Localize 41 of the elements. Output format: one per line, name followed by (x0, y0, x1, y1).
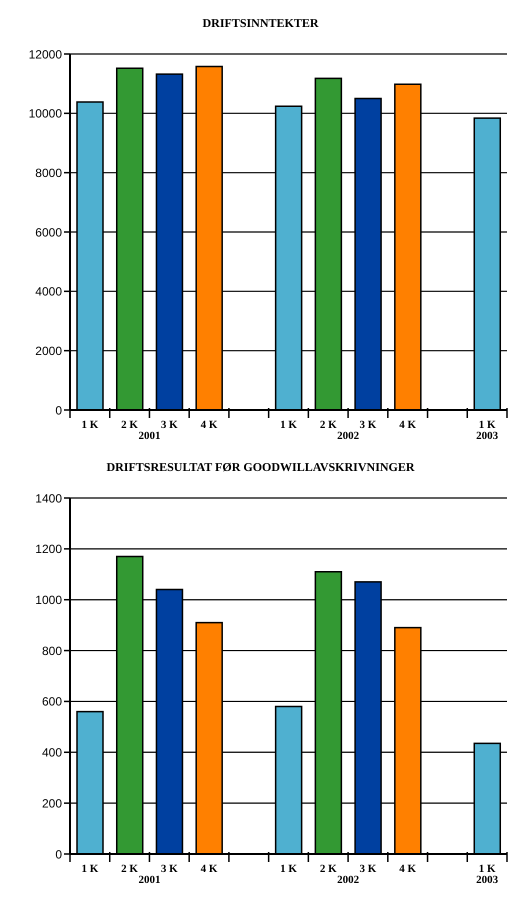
x-tick-label: 4 K (200, 419, 218, 431)
y-tick-label: 1400 (35, 491, 62, 506)
x-tick-label: 3 K (360, 419, 377, 431)
y-tick-label: 10000 (28, 106, 62, 121)
x-tick-label: 4 K (200, 863, 218, 875)
y-tick-label: 2000 (35, 344, 62, 358)
text: 2002 (336, 874, 360, 886)
chart-title: DRIFTSINNTEKTER (201, 15, 320, 32)
x-tick-label: 3 K (160, 863, 178, 875)
y-tick-label: 0 (55, 403, 62, 418)
y-tick-label: 600 (42, 694, 62, 709)
y-tick-label: 4000 (35, 284, 62, 299)
chart-title: DRIFTSRESULTAT FØR GOODWILLAVSKRIVNINGER (105, 459, 416, 476)
x-tick-label: 2 K (320, 419, 338, 431)
y-tick-label: 12000 (28, 47, 62, 62)
x-tick-label: 1 K (81, 863, 99, 875)
x-tick-label: 3 K (160, 419, 178, 431)
y-tick-label: 8000 (35, 166, 62, 180)
y-tick-label: 800 (42, 644, 62, 658)
x-tick-label: 1 K (280, 863, 298, 875)
x-tick-label: 1 K (81, 419, 99, 431)
text: 2002 (336, 430, 360, 442)
y-tick-label: 1000 (35, 592, 62, 607)
text: 2003 (475, 874, 500, 886)
y-tick-label: 1200 (35, 542, 62, 556)
x-tick-label: 3 K (360, 863, 377, 875)
text: 2001 (137, 430, 162, 442)
x-tick-label: 2 K (121, 419, 138, 431)
y-tick-label: 200 (42, 796, 62, 810)
x-tick-label: 1 K (478, 863, 496, 875)
text: 2003 (475, 430, 500, 442)
x-tick-label: 2 K (320, 863, 338, 875)
text: 2001 (137, 874, 162, 886)
x-tick-label: 4 K (399, 419, 417, 431)
x-tick-label: 4 K (399, 863, 417, 875)
y-tick-label: 0 (55, 847, 62, 862)
y-tick-label: 400 (42, 746, 62, 760)
x-tick-label: 2 K (121, 863, 138, 875)
x-tick-label: 1 K (478, 419, 496, 431)
y-tick-label: 6000 (35, 225, 62, 240)
x-tick-label: 1 K (280, 419, 298, 431)
